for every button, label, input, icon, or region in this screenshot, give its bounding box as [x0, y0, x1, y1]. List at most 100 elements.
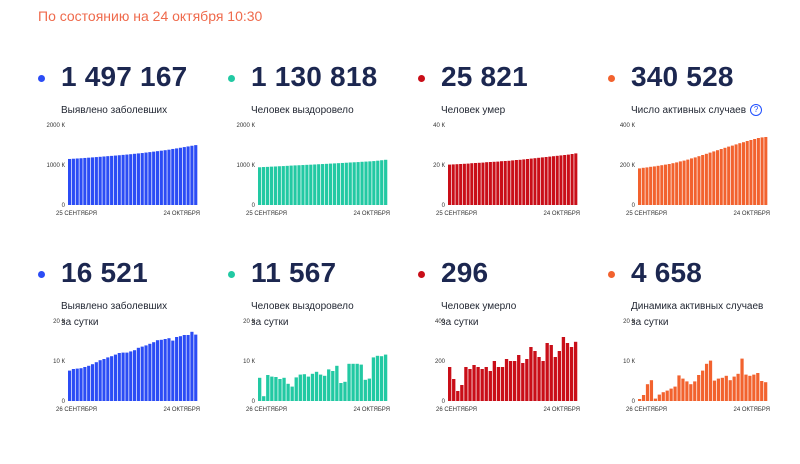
bar [685, 381, 689, 401]
bar [328, 163, 333, 205]
bar [190, 145, 194, 205]
x-end-label: 24 ОКТЯБРЯ [543, 211, 580, 217]
bar [500, 161, 504, 205]
bar [159, 150, 163, 205]
y-tick-label: 0 [442, 203, 446, 209]
bullet-dot-icon [608, 75, 615, 82]
bullet-dot-icon [228, 271, 235, 278]
x-end-label: 24 ОКТЯБРЯ [733, 407, 770, 413]
y-tick-label: 0 [442, 399, 446, 405]
bar [462, 163, 466, 205]
bar-chart: 0 10 К 20 К 26 СЕНТЯБРЯ 24 ОКТЯБРЯ [608, 319, 773, 421]
bar-chart: 0 200 К 400 К 25 СЕНТЯБРЯ 24 ОКТЯБРЯ [608, 123, 773, 225]
bar [363, 379, 367, 401]
bar [488, 162, 492, 205]
chart-svg: 0 10 К 20 К 26 СЕНТЯБРЯ 24 ОКТЯБРЯ [623, 319, 770, 413]
bar [155, 340, 160, 401]
bar [270, 376, 274, 401]
y-tick-label: 0 [62, 399, 66, 405]
bar [106, 357, 110, 401]
x-end-label: 24 ОКТЯБРЯ [543, 407, 580, 413]
bar [645, 167, 649, 205]
bar [305, 164, 309, 205]
bar [277, 166, 281, 205]
stat-value: 4 658 [631, 257, 703, 288]
question-circle-icon[interactable]: ? [750, 104, 763, 116]
bar [360, 161, 364, 205]
bar [371, 357, 376, 401]
bar [294, 377, 298, 401]
bar [262, 396, 266, 401]
bar [570, 154, 574, 205]
bar [298, 374, 302, 401]
bar [677, 375, 681, 401]
bar [734, 144, 738, 205]
bar [75, 368, 79, 401]
bar [323, 375, 327, 401]
bar [348, 162, 352, 205]
stat-label-line: за сутки [441, 317, 479, 328]
bar [167, 149, 171, 205]
bar [269, 166, 274, 205]
bar-chart: 0 200 400 26 СЕНТЯБРЯ 24 ОКТЯБРЯ [418, 319, 583, 421]
bar [290, 386, 294, 401]
stat-label: Человек умер [441, 103, 505, 119]
x-start-label: 26 СЕНТЯБРЯ [56, 407, 97, 413]
chart-svg: 0 10 К 20 К 26 СЕНТЯБРЯ 24 ОКТЯБРЯ [53, 319, 200, 413]
x-end-label: 24 ОКТЯБРЯ [353, 211, 390, 217]
bar [665, 390, 669, 401]
bar [657, 394, 661, 401]
stat-value: 11 567 [251, 257, 337, 288]
bar [727, 146, 731, 205]
stat-label: Выявлено заболевших [61, 103, 167, 119]
bar [90, 364, 95, 401]
y-tick-label: 40 К [433, 123, 445, 129]
bar [167, 338, 171, 401]
bar [517, 355, 521, 401]
bar [302, 374, 307, 401]
stat-value: 1 497 167 [61, 61, 188, 92]
stat-label-line: за сутки [251, 317, 289, 328]
bar [455, 164, 459, 205]
bar [75, 158, 79, 205]
bar [701, 370, 705, 401]
bar [340, 162, 344, 205]
bar [697, 375, 701, 401]
bar [566, 154, 570, 205]
bar [186, 146, 190, 205]
stat-card-deaths-daily: 296 Человек умерло за сутки 0 200 400 26 СЕНТЯ… [418, 257, 580, 464]
bar [94, 362, 98, 401]
bar [351, 363, 355, 401]
bar [744, 374, 748, 401]
bar [129, 351, 133, 401]
bar [661, 392, 665, 401]
stat-label: Выявлено заболевших за сутки [61, 299, 167, 331]
bar [175, 148, 179, 205]
bar [704, 363, 709, 401]
bar [569, 347, 574, 401]
bullet-dot-icon [228, 75, 235, 82]
y-tick-label: 20 К [623, 319, 635, 325]
bar [697, 156, 701, 205]
bar [194, 145, 198, 205]
bar [344, 162, 348, 205]
bar [653, 398, 657, 401]
bar [332, 163, 337, 205]
bar [730, 145, 734, 205]
bar [335, 365, 339, 401]
bar [540, 157, 544, 205]
bar [553, 357, 557, 401]
chart-svg: 0 1000 К 2000 К 25 СЕНТЯБРЯ 24 ОКТЯБРЯ [236, 123, 390, 217]
bar [474, 163, 478, 205]
bar [152, 342, 156, 401]
bar [638, 399, 642, 401]
bar [117, 353, 121, 401]
bar [451, 164, 455, 205]
stat-label-line: Выявлено заболевших [61, 105, 168, 116]
bullet-dot-icon [418, 75, 425, 82]
bar [544, 157, 548, 205]
chart-svg: 0 20 К 40 К 25 СЕНТЯБРЯ 24 ОКТЯБРЯ [433, 123, 580, 217]
bar [701, 155, 705, 205]
bar [738, 143, 742, 205]
bar [318, 374, 323, 401]
